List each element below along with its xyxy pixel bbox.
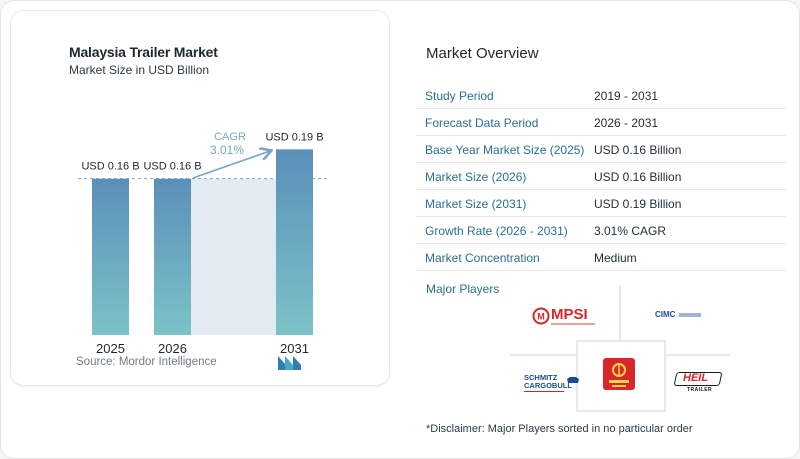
heil-trailer-text: TRAILER	[687, 387, 713, 393]
cimc-logo: CIMC	[655, 310, 705, 324]
overview-value: USD 0.19 Billion	[594, 197, 682, 211]
overview-label: Study Period	[425, 89, 494, 103]
overview-row: Growth Rate (2026 - 2031) 3.01% CAGR	[416, 217, 786, 244]
mordor-intelligence-logo-icon	[278, 356, 301, 370]
cagr-value: 3.01%	[210, 143, 244, 157]
overview-row: Market Concentration Medium	[416, 244, 786, 271]
mpsi-logo: M MPSI	[532, 305, 598, 329]
mpsi-emblem-icon: M	[532, 307, 550, 325]
overview-label: Market Size (2026)	[425, 170, 527, 184]
cargobull-logo-text: CARGOBULL	[524, 381, 572, 390]
bar-2031	[276, 149, 313, 335]
china-trailer-logo	[603, 358, 635, 390]
category-label-2026: 2026	[158, 341, 187, 356]
data-label-2031: USD 0.19 B	[265, 131, 323, 143]
chart-subtitle: Market Size in USD Billion	[69, 63, 210, 77]
schmitz-logo-text: SCHMITZ	[524, 373, 558, 382]
players-grid	[510, 285, 730, 412]
cagr-arrow	[192, 151, 270, 179]
overview-value: 2026 - 2031	[594, 116, 659, 130]
overview-value: USD 0.16 Billion	[594, 143, 682, 157]
bar-2025	[92, 178, 129, 335]
category-label-2025: 2025	[96, 341, 125, 356]
china-trailer-logo-icon	[603, 358, 635, 390]
overview-row: Base Year Market Size (2025) USD 0.16 Bi…	[416, 136, 786, 163]
overview-label: Base Year Market Size (2025)	[425, 143, 585, 157]
svg-text:M: M	[537, 312, 545, 322]
overview-row: Forecast Data Period 2026 - 2031	[416, 109, 786, 136]
overview-value: Medium	[594, 251, 637, 265]
overview-row: Study Period 2019 - 2031	[416, 82, 786, 109]
chart-title: Malaysia Trailer Market	[69, 44, 218, 60]
data-label-2025: USD 0.16 B	[81, 161, 139, 173]
data-label-2026: USD 0.16 B	[143, 161, 201, 173]
disclaimer: *Disclaimer: Major Players sorted in no …	[426, 423, 693, 435]
mpsi-logo-text: MPSI	[551, 306, 588, 323]
source-note: Source: Mordor Intelligence	[76, 356, 217, 368]
bar-2026	[154, 178, 191, 335]
major-players-title: Major Players	[426, 282, 500, 296]
overview-label: Market Size (2031)	[425, 197, 527, 211]
overview-row: Market Size (2031) USD 0.19 Billion	[416, 190, 786, 217]
bull-icon	[567, 377, 579, 383]
overview-value: 2019 - 2031	[594, 89, 659, 103]
growth-shade	[191, 178, 276, 335]
heil-logo-text: HEIL	[683, 372, 709, 384]
overview-table: Study Period 2019 - 2031 Forecast Data P…	[416, 82, 786, 271]
overview-label: Growth Rate (2026 - 2031)	[425, 224, 568, 238]
cagr-label: CAGR	[214, 131, 246, 143]
overview-label: Market Concentration	[425, 251, 540, 265]
category-label-2031: 2031	[280, 341, 309, 356]
overview-title: Market Overview	[426, 45, 539, 62]
heil-logo: HEIL TRAILER	[673, 372, 723, 394]
cimc-logo-text: CIMC	[655, 310, 676, 319]
overview-label: Forecast Data Period	[425, 116, 539, 130]
schmitz-cargobull-logo: SCHMITZ CARGOBULL	[522, 373, 582, 397]
overview-value: USD 0.16 Billion	[594, 170, 682, 184]
overview-row: Market Size (2026) USD 0.16 Billion	[416, 163, 786, 190]
overview-value: 3.01% CAGR	[594, 224, 667, 238]
bar-chart: USD 0.16 B 2025 USD 0.16 B 2026 USD 0.19 B 20…	[78, 131, 330, 356]
